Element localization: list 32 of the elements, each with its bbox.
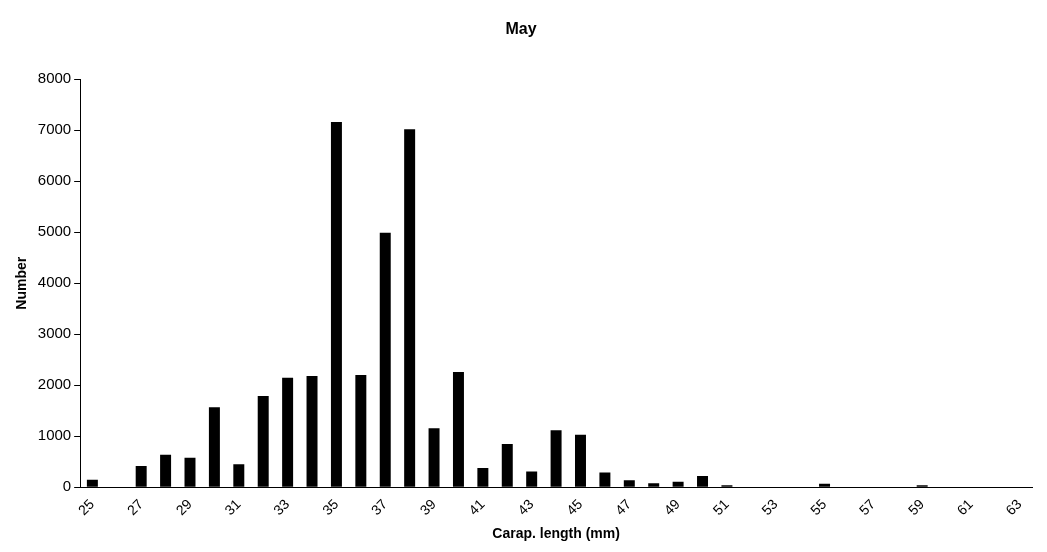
x-tick-label: 45 (563, 495, 586, 519)
x-tick-label: 33 (270, 495, 293, 519)
x-tick-label: 37 (367, 495, 391, 519)
y-tick-label: 5000 (37, 222, 72, 240)
chart-title: May (505, 20, 537, 38)
y-tick-label: 4000 (37, 273, 72, 291)
x-tick-label: 39 (416, 495, 440, 519)
x-tick-label: 51 (709, 495, 732, 519)
x-tick-label: 31 (221, 495, 244, 519)
y-tick-label: 2000 (37, 375, 72, 393)
x-tick-label: 43 (514, 495, 537, 519)
y-tick-label: 1000 (37, 426, 72, 444)
x-tick-label: 35 (318, 495, 342, 519)
x-tick-label: 53 (758, 495, 781, 519)
x-axis-title: Carap. length (mm) (492, 525, 620, 542)
x-tick-label: 29 (172, 495, 195, 519)
y-tick-label: 7000 (37, 120, 72, 138)
y-tick-label: 8000 (37, 69, 72, 87)
x-tick-label: 55 (807, 495, 830, 519)
y-tick-label: 0 (62, 477, 72, 495)
x-tick-label: 49 (660, 495, 684, 519)
x-tick-label: 63 (1002, 495, 1025, 519)
x-tick-label: 41 (465, 495, 488, 519)
x-tick-label: 57 (855, 495, 879, 519)
x-tick-label: 27 (123, 495, 147, 519)
x-tick-label: 25 (74, 495, 98, 519)
y-axis-title: Number (13, 256, 30, 310)
y-tick-label: 6000 (37, 171, 72, 189)
x-tick-label: 59 (904, 495, 928, 519)
y-tick-label: 3000 (37, 324, 72, 342)
x-tick-label: 61 (953, 495, 976, 519)
x-tick-label: 47 (611, 495, 635, 519)
